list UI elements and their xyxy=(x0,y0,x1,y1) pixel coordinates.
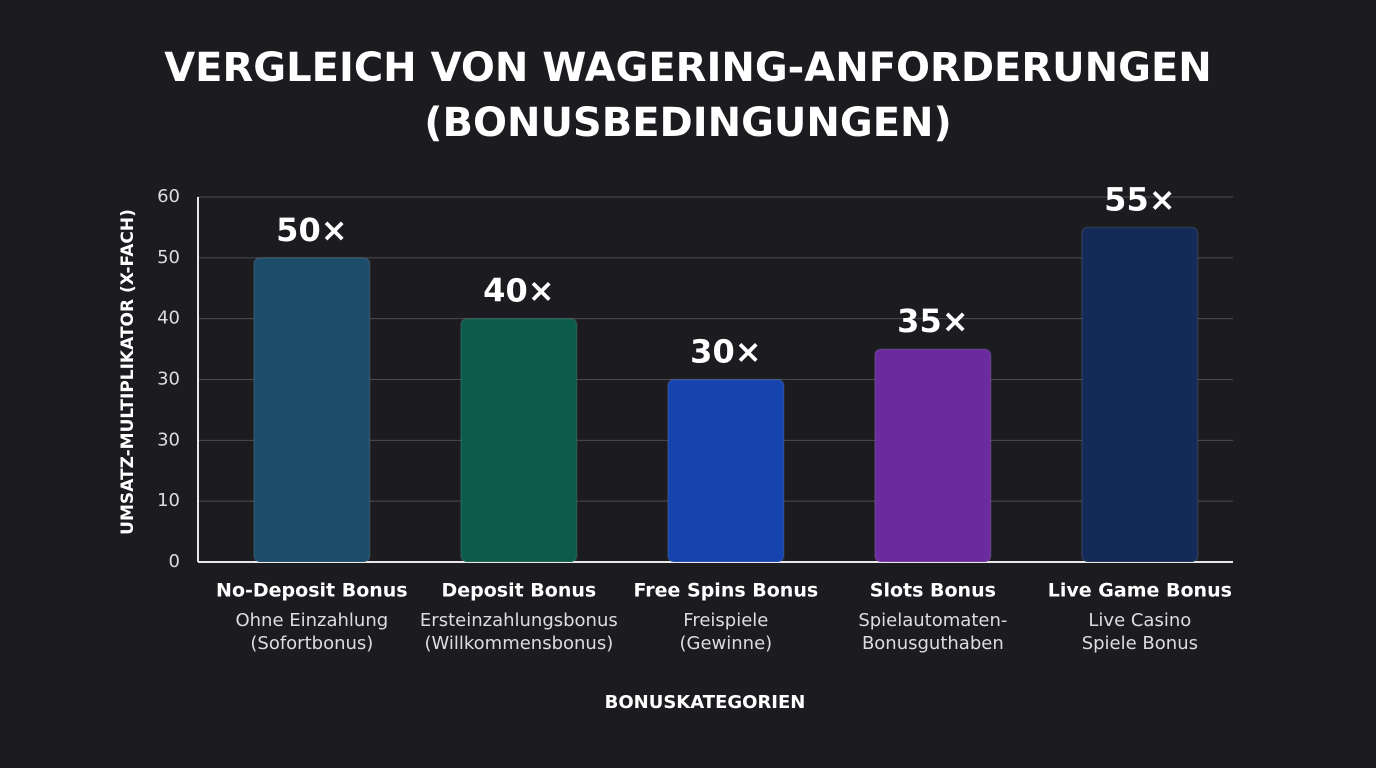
x-tick-sublabel: Ersteinzahlungsbonus xyxy=(420,610,618,631)
x-tick-label: Slots Bonus xyxy=(870,580,996,602)
x-tick-sublabel: Spielautomaten- xyxy=(858,610,1007,631)
x-tick-label: Deposit Bonus xyxy=(441,580,596,602)
bar xyxy=(459,317,578,563)
bar xyxy=(1080,226,1199,564)
x-tick-sublabel: Bonusguthaben xyxy=(862,633,1004,654)
y-tick-label: 30 xyxy=(157,429,180,450)
y-tick-label: 30 xyxy=(157,369,180,390)
value-label: 55× xyxy=(1104,180,1175,218)
x-tick-sublabel: Spiele Bonus xyxy=(1082,633,1198,654)
chart-title: VERGLEICH VON WAGERING-ANFORDERUNGEN xyxy=(164,45,1212,91)
x-tick-sublabel: (Sofortbonus) xyxy=(250,633,373,654)
value-label: 40× xyxy=(483,272,554,310)
y-axis-label: UMSATZ-MULTIPLIKATOR (X-FACH) xyxy=(118,209,138,535)
x-tick-label: Free Spins Bonus xyxy=(634,580,819,602)
x-tick-sublabel: (Gewinne) xyxy=(680,633,773,654)
bar xyxy=(666,378,785,563)
x-tick-sublabel: Freispiele xyxy=(683,610,768,631)
x-tick-label: No-Deposit Bonus xyxy=(216,580,408,602)
x-tick-sublabel: Live Casino xyxy=(1088,610,1191,631)
value-label: 30× xyxy=(690,333,761,371)
y-tick-label: 0 xyxy=(169,551,180,572)
x-tick-sublabel: (Willkommensbonus) xyxy=(424,633,613,654)
x-tick-label: Live Game Bonus xyxy=(1048,580,1232,602)
chart-title: (BONUSBEDINGUNGEN) xyxy=(424,100,952,146)
bar xyxy=(873,348,992,564)
value-label: 50× xyxy=(276,211,347,249)
x-tick-sublabel: Ohne Einzahlung xyxy=(235,610,388,631)
x-axis-label: BONUSKATEGORIEN xyxy=(605,692,806,713)
y-tick-label: 50 xyxy=(157,247,180,268)
y-tick-label: 60 xyxy=(157,186,180,207)
value-label: 35× xyxy=(897,302,968,340)
y-tick-label: 10 xyxy=(157,490,180,511)
bar xyxy=(252,256,371,563)
y-tick-label: 40 xyxy=(157,308,180,329)
